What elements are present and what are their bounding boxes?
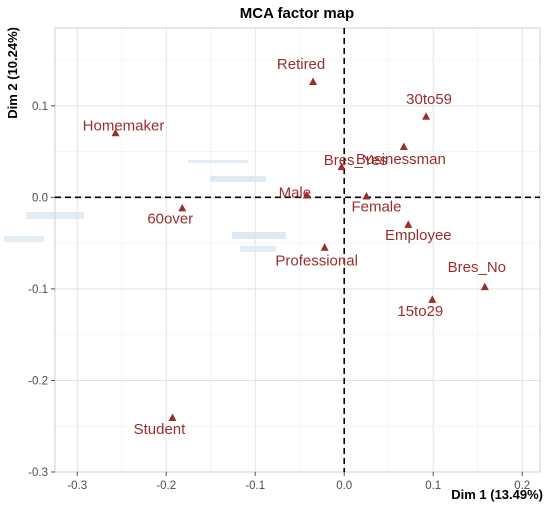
point-marker bbox=[362, 191, 371, 200]
point-label: Student bbox=[134, 421, 187, 438]
point-label: Male bbox=[279, 185, 312, 202]
x-tick-label: 0.0 bbox=[336, 480, 352, 492]
x-tick-label: 0.1 bbox=[425, 480, 441, 492]
point-marker bbox=[178, 203, 187, 212]
point-label: Bres_No bbox=[448, 259, 506, 276]
point-label: 30to59 bbox=[406, 91, 452, 108]
point-marker bbox=[309, 77, 318, 86]
y-tick-label: -0.1 bbox=[28, 284, 48, 296]
point-label: Professional bbox=[275, 253, 358, 270]
x-axis-title: Dim 1 (13.49%) bbox=[451, 487, 543, 502]
x-axis: -0.3 -0.2 -0.1 0.0 0.1 0.2 bbox=[67, 472, 530, 492]
point-label: Bres_Yes bbox=[324, 152, 388, 169]
y-axis-title: Dim 2 (10.24%) bbox=[5, 27, 20, 119]
point-label: Homemaker bbox=[83, 117, 165, 134]
point-marker bbox=[399, 142, 408, 151]
point-marker bbox=[428, 295, 437, 303]
point-label: Female bbox=[351, 198, 401, 215]
point-label: 60over bbox=[147, 210, 193, 227]
point-marker bbox=[320, 243, 329, 251]
y-axis: -0.3 -0.2 -0.1 0.0 0.1 bbox=[28, 101, 55, 479]
point-marker bbox=[404, 220, 413, 228]
y-tick-label: 0.1 bbox=[32, 101, 48, 113]
point-marker bbox=[168, 413, 177, 421]
point-marker bbox=[302, 191, 311, 199]
plot-panel bbox=[4, 27, 541, 473]
point-marker bbox=[480, 282, 489, 291]
point-label: Businessman bbox=[356, 151, 446, 168]
point-marker bbox=[422, 112, 431, 120]
point-marker bbox=[337, 162, 346, 171]
chart-title: MCA factor map bbox=[240, 5, 354, 22]
x-tick-label: -0.1 bbox=[245, 480, 265, 492]
point-marker bbox=[111, 128, 120, 137]
point-label: Retired bbox=[277, 56, 325, 73]
x-tick-label: -0.2 bbox=[156, 480, 176, 492]
x-tick-label: -0.3 bbox=[67, 480, 87, 492]
point-label: 15to29 bbox=[397, 303, 443, 320]
data-points: Homemaker Retired 30to59 BusinessmanBres_Ye… bbox=[83, 56, 506, 438]
point-label: Employee bbox=[385, 227, 452, 244]
panel-border bbox=[54, 27, 541, 473]
y-tick-label: -0.2 bbox=[28, 375, 48, 387]
x-tick-label: 0.2 bbox=[514, 480, 530, 492]
y-tick-label: 0.0 bbox=[32, 192, 48, 204]
y-tick-label: -0.3 bbox=[28, 467, 48, 479]
